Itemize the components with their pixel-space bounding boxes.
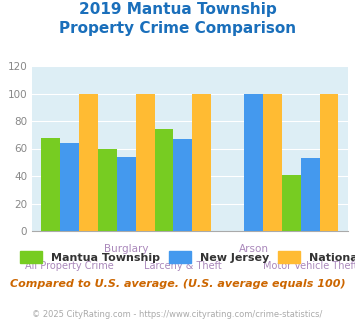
Text: Motor Vehicle Theft: Motor Vehicle Theft	[263, 261, 355, 271]
Bar	[320, 93, 338, 231]
Text: 2019 Mantua Township: 2019 Mantua Township	[78, 2, 277, 16]
Bar	[154, 129, 174, 231]
Text: Compared to U.S. average. (U.S. average equals 100): Compared to U.S. average. (U.S. average …	[10, 279, 345, 289]
Legend: Mantua Township, New Jersey, National: Mantua Township, New Jersey, National	[20, 251, 355, 263]
Text: © 2025 CityRating.com - https://www.cityrating.com/crime-statistics/: © 2025 CityRating.com - https://www.city…	[32, 310, 323, 319]
Bar	[174, 139, 192, 231]
Bar	[79, 93, 98, 231]
Bar	[192, 93, 211, 231]
Text: All Property Crime: All Property Crime	[25, 261, 114, 271]
Bar	[263, 93, 282, 231]
Text: Arson: Arson	[239, 244, 269, 254]
Text: Property Crime Comparison: Property Crime Comparison	[59, 21, 296, 36]
Text: Burglary: Burglary	[104, 244, 148, 254]
Bar	[60, 143, 79, 231]
Bar	[136, 93, 154, 231]
Bar	[282, 175, 301, 231]
Bar	[244, 93, 263, 231]
Bar	[301, 158, 320, 231]
Bar	[117, 157, 136, 231]
Text: Larceny & Theft: Larceny & Theft	[144, 261, 222, 271]
Bar	[98, 148, 117, 231]
Bar	[42, 138, 60, 231]
